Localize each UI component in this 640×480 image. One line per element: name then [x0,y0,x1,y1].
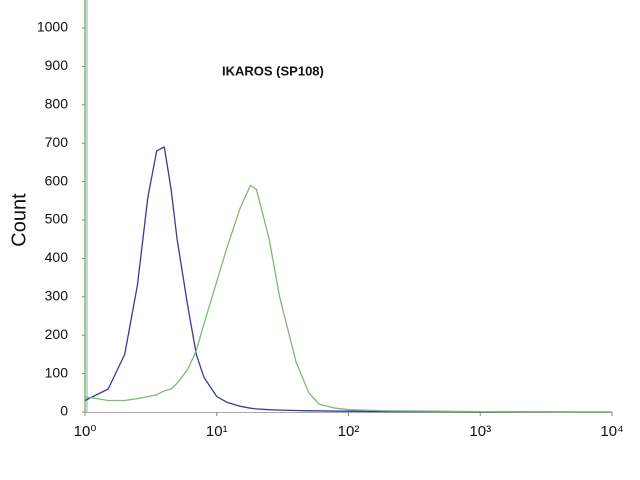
y-tick-label: 800 [45,96,69,112]
y-tick-label: 200 [45,326,69,342]
y-tick-label: 600 [45,172,69,188]
chart-title: IKAROS (SP108) [222,63,324,78]
x-tick-label: 10⁰ [74,423,97,440]
y-tick-label: 400 [45,249,69,265]
y-tick-label: 1000 [37,19,68,35]
y-tick-label: 300 [45,288,69,304]
x-tick-label: 10⁴ [600,423,623,440]
series-line [84,146,612,413]
x-tick-label: 10¹ [206,423,228,440]
y-tick-label: 900 [45,57,69,73]
y-tick-label: 500 [45,211,69,227]
x-tick-label: 10² [338,423,360,440]
y-axis-label: Count [8,193,30,247]
x-tick-label: 10³ [469,423,491,440]
y-tick-label: 100 [45,364,69,380]
y-tick-label: 0 [60,403,68,419]
y-tick-label: 700 [45,134,69,150]
series-line [84,184,613,413]
